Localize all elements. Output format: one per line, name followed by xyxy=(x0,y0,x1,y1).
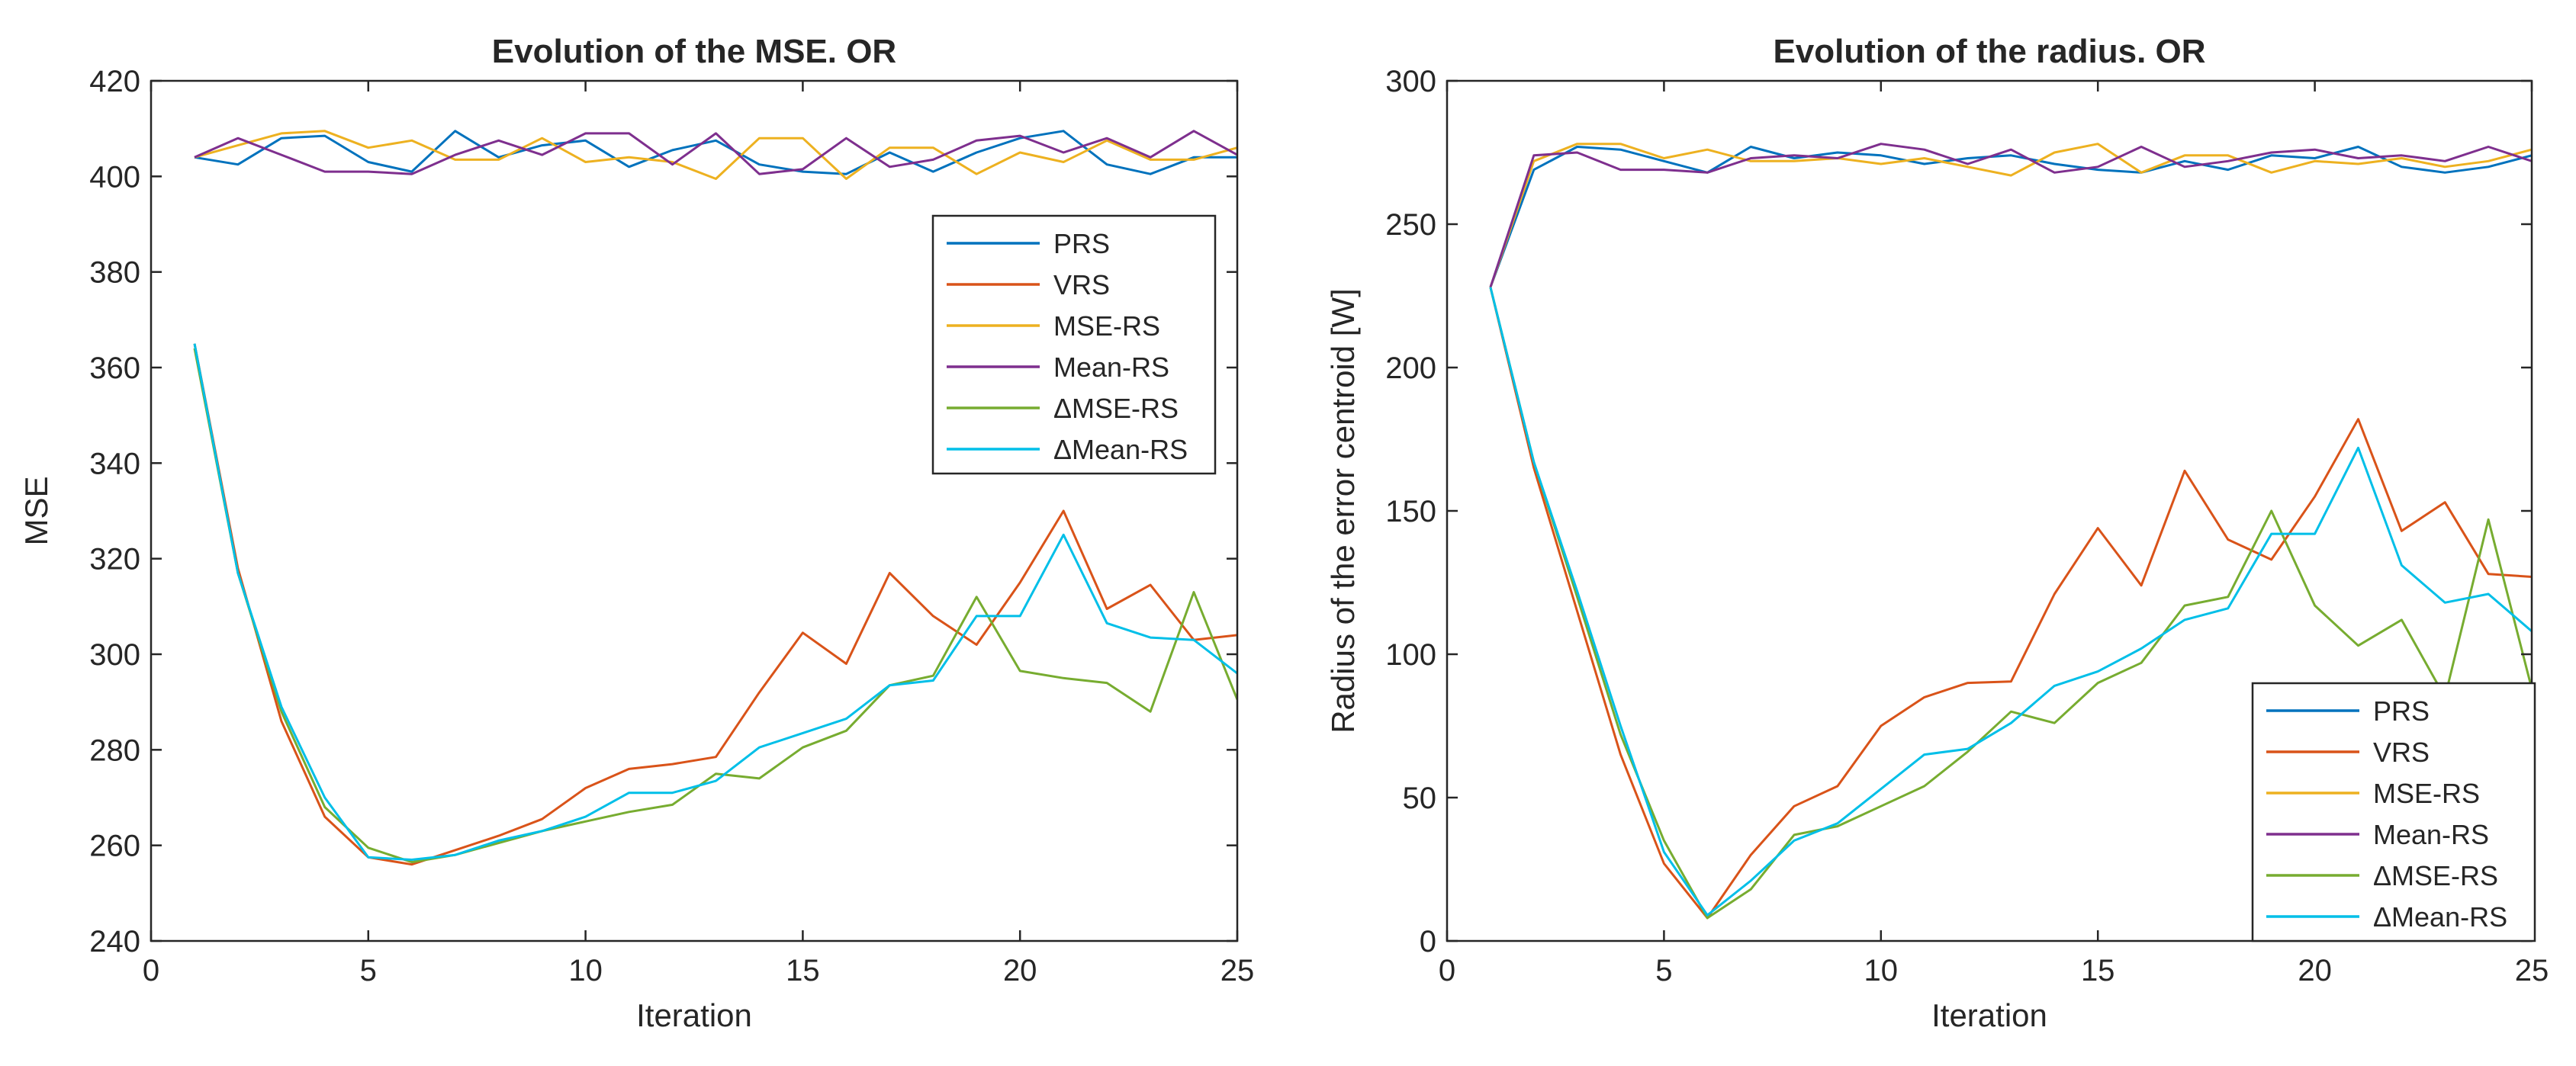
x-tick-label: 20 xyxy=(2298,954,2332,987)
legend-label-prs: PRS xyxy=(2373,695,2430,727)
y-tick-label: 250 xyxy=(1385,208,1436,242)
legend-label-mse-rs: MSE-RS xyxy=(2373,778,2480,809)
chart-title: Evolution of the MSE. OR xyxy=(492,33,896,70)
y-tick-label: 0 xyxy=(1420,925,1436,958)
y-tick-label: 260 xyxy=(89,830,140,863)
legend-label-vrs: VRS xyxy=(2373,737,2430,768)
x-tick-label: 5 xyxy=(360,954,377,987)
x-axis-label: Iteration xyxy=(1931,997,2047,1033)
y-tick-label: 320 xyxy=(89,543,140,576)
y-axis-label: MSE xyxy=(18,476,54,545)
x-axis-label: Iteration xyxy=(636,997,752,1033)
legend-label-mean-rs: Mean-RS xyxy=(2373,819,2489,850)
plot-area xyxy=(151,81,1237,941)
y-tick-label: 300 xyxy=(89,638,140,672)
legend-label-delta-mse-rs: ΔMSE-RS xyxy=(1053,393,1179,424)
x-tick-label: 5 xyxy=(1655,954,1672,987)
legend-label-delta-mse-rs: ΔMSE-RS xyxy=(2373,860,2498,891)
series-line-delta-mse-rs xyxy=(1489,287,2532,920)
series-line-prs xyxy=(194,130,1237,175)
x-tick-label: 15 xyxy=(2081,954,2115,987)
y-tick-label: 240 xyxy=(89,925,140,958)
y-tick-label: 100 xyxy=(1385,638,1436,672)
y-tick-label: 360 xyxy=(89,352,140,385)
y-axis-label: Radius of the error centroid [W] xyxy=(1325,288,1361,734)
x-tick-label: 25 xyxy=(1220,954,1255,987)
y-tick-label: 340 xyxy=(89,447,140,480)
chart-title: Evolution of the radius. OR xyxy=(1773,33,2205,70)
chart-mse: 0 5 10 15 20 25 240 260 280 300 320 340 360 380 400 420… xyxy=(18,33,1254,1033)
y-tick-label: 400 xyxy=(89,160,140,194)
series-group xyxy=(193,130,1237,866)
x-tick-label: 0 xyxy=(1439,954,1455,987)
x-tick-label: 25 xyxy=(2515,954,2549,987)
series-line-delta-mean-rs xyxy=(193,343,1237,861)
legend-box xyxy=(931,214,1217,475)
legend-label-vrs: VRS xyxy=(1053,269,1110,300)
legend-label-delta-mean-rs: ΔMean-RS xyxy=(1053,434,1188,465)
y-tick-label: 280 xyxy=(89,734,140,767)
series-group xyxy=(1489,143,2532,920)
axes-box xyxy=(150,79,1239,942)
x-tick-label: 10 xyxy=(1864,954,1899,987)
series-line-mean-rs xyxy=(1489,143,2532,288)
legend-label-prs: PRS xyxy=(1053,228,1110,259)
x-tick-label: 20 xyxy=(1003,954,1037,987)
series-line-mse-rs xyxy=(194,130,1237,180)
x-tick-label: 0 xyxy=(143,954,159,987)
y-tick-label: 380 xyxy=(89,256,140,290)
series-line-delta-mse-rs xyxy=(193,348,1237,864)
y-tick-label: 200 xyxy=(1385,352,1436,385)
legend-label-mse-rs: MSE-RS xyxy=(1053,310,1160,342)
x-tick-label: 15 xyxy=(786,954,820,987)
series-line-vrs xyxy=(1489,287,2532,920)
legend: PRS VRS MSE-RS Mean-RS ΔMSE-RS ΔMean-RS xyxy=(2251,682,2536,942)
series-line-mean-rs xyxy=(194,130,1237,175)
legend-label-mean-rs: Mean-RS xyxy=(1053,352,1169,383)
legend: PRS VRS MSE-RS Mean-RS ΔMSE-RS ΔMean-RS xyxy=(931,214,1217,475)
series-line-delta-mean-rs xyxy=(1489,287,2532,917)
series-line-mse-rs xyxy=(1489,143,2532,288)
y-tick-label: 50 xyxy=(1403,782,1437,815)
y-tick-label: 150 xyxy=(1385,495,1436,528)
legend-box xyxy=(2251,682,2536,942)
y-tick-label: 300 xyxy=(1385,65,1436,98)
series-line-prs xyxy=(1489,146,2532,288)
y-tick-label: 420 xyxy=(89,65,140,98)
legend-label-delta-mean-rs: ΔMean-RS xyxy=(2373,901,2507,933)
x-tick-label: 10 xyxy=(568,954,603,987)
